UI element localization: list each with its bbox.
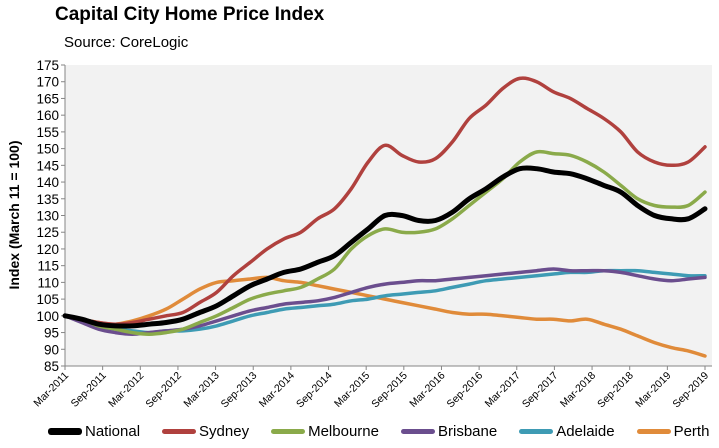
legend-swatch (519, 428, 554, 434)
y-tick-label: 110 (37, 275, 59, 290)
legend-item-perth: Perth (636, 422, 710, 440)
y-tick-label: 95 (44, 326, 59, 341)
y-tick-label: 145 (36, 158, 59, 173)
series-line-melbourne (63, 149, 707, 336)
x-tick-label: Sep-2019 (670, 370, 711, 411)
y-axis: 8590951001051101151201251301351401451501… (36, 58, 66, 374)
chart-title: Capital City Home Price Index (55, 4, 325, 25)
legend-swatch (48, 427, 82, 435)
legend-swatch (162, 428, 197, 434)
legend-label: Adelaide (556, 422, 615, 440)
chart-subtitle: Source: CoreLogic (64, 34, 189, 51)
x-tick-label: Sep-2018 (595, 370, 636, 411)
y-tick-label: 175 (36, 58, 59, 73)
y-tick-label: 85 (44, 359, 59, 374)
x-tick-label: Mar-2013 (181, 370, 221, 410)
x-tick-label: Mar-2012 (106, 370, 146, 410)
legend-label: Melbourne (308, 422, 379, 440)
y-tick-label: 150 (36, 142, 59, 157)
y-tick-label: 170 (36, 75, 59, 90)
x-tick-label: Mar-2018 (558, 370, 598, 410)
x-tick-label: Sep-2017 (520, 370, 561, 411)
x-tick-label: Mar-2011 (31, 370, 71, 410)
y-tick-label: 100 (36, 309, 59, 324)
x-axis: Mar-2011Sep-2011Mar-2012Sep-2012Mar-2013… (31, 365, 712, 411)
legend: National Sydney Melbourne Brisbane Adelaide P… (48, 420, 719, 442)
x-tick-label: Mar-2014 (257, 370, 297, 410)
y-tick-label: 135 (36, 192, 59, 207)
legend-swatch (636, 428, 671, 434)
legend-label: Perth (673, 422, 710, 440)
y-axis-label: Index (March 11 = 100) (6, 140, 22, 289)
legend-swatch (400, 428, 435, 434)
legend-label: Sydney (199, 422, 250, 440)
x-tick-label: Sep-2016 (445, 370, 486, 411)
legend-item-adelaide: Adelaide (519, 422, 615, 440)
y-tick-label: 130 (36, 209, 59, 224)
y-tick-label: 140 (36, 175, 59, 190)
x-tick-label: Mar-2016 (407, 370, 447, 410)
legend-item-melbourne: Melbourne (271, 423, 379, 440)
series-line-national (62, 165, 708, 329)
series-line-sydney (63, 76, 707, 326)
x-tick-label: Sep-2015 (369, 370, 410, 411)
series-lines (62, 76, 708, 358)
x-tick-label: Mar-2015 (332, 370, 372, 410)
x-tick-label: Sep-2011 (69, 370, 109, 410)
y-tick-label: 160 (36, 108, 59, 123)
legend-label: Brisbane (437, 422, 498, 440)
x-tick-label: Mar-2017 (483, 370, 523, 410)
y-tick-label: 105 (36, 292, 59, 307)
x-tick-label: Sep-2014 (294, 370, 335, 411)
x-tick-label: Mar-2019 (633, 370, 673, 410)
y-tick-label: 115 (37, 259, 59, 274)
legend-item-national: National (48, 423, 140, 440)
y-tick-label: 90 (44, 342, 59, 357)
legend-swatch (271, 428, 306, 434)
y-tick-label: 155 (36, 125, 59, 140)
y-tick-label: 165 (36, 91, 59, 106)
series-line-perth (63, 275, 707, 358)
y-tick-label: 120 (36, 242, 59, 257)
legend-label: National (85, 422, 141, 440)
x-tick-label: Sep-2013 (219, 370, 260, 411)
legend-item-sydney: Sydney (162, 423, 249, 440)
x-tick-label: Sep-2012 (143, 370, 184, 411)
legend-item-brisbane: Brisbane (400, 422, 498, 440)
y-tick-label: 125 (36, 225, 59, 240)
